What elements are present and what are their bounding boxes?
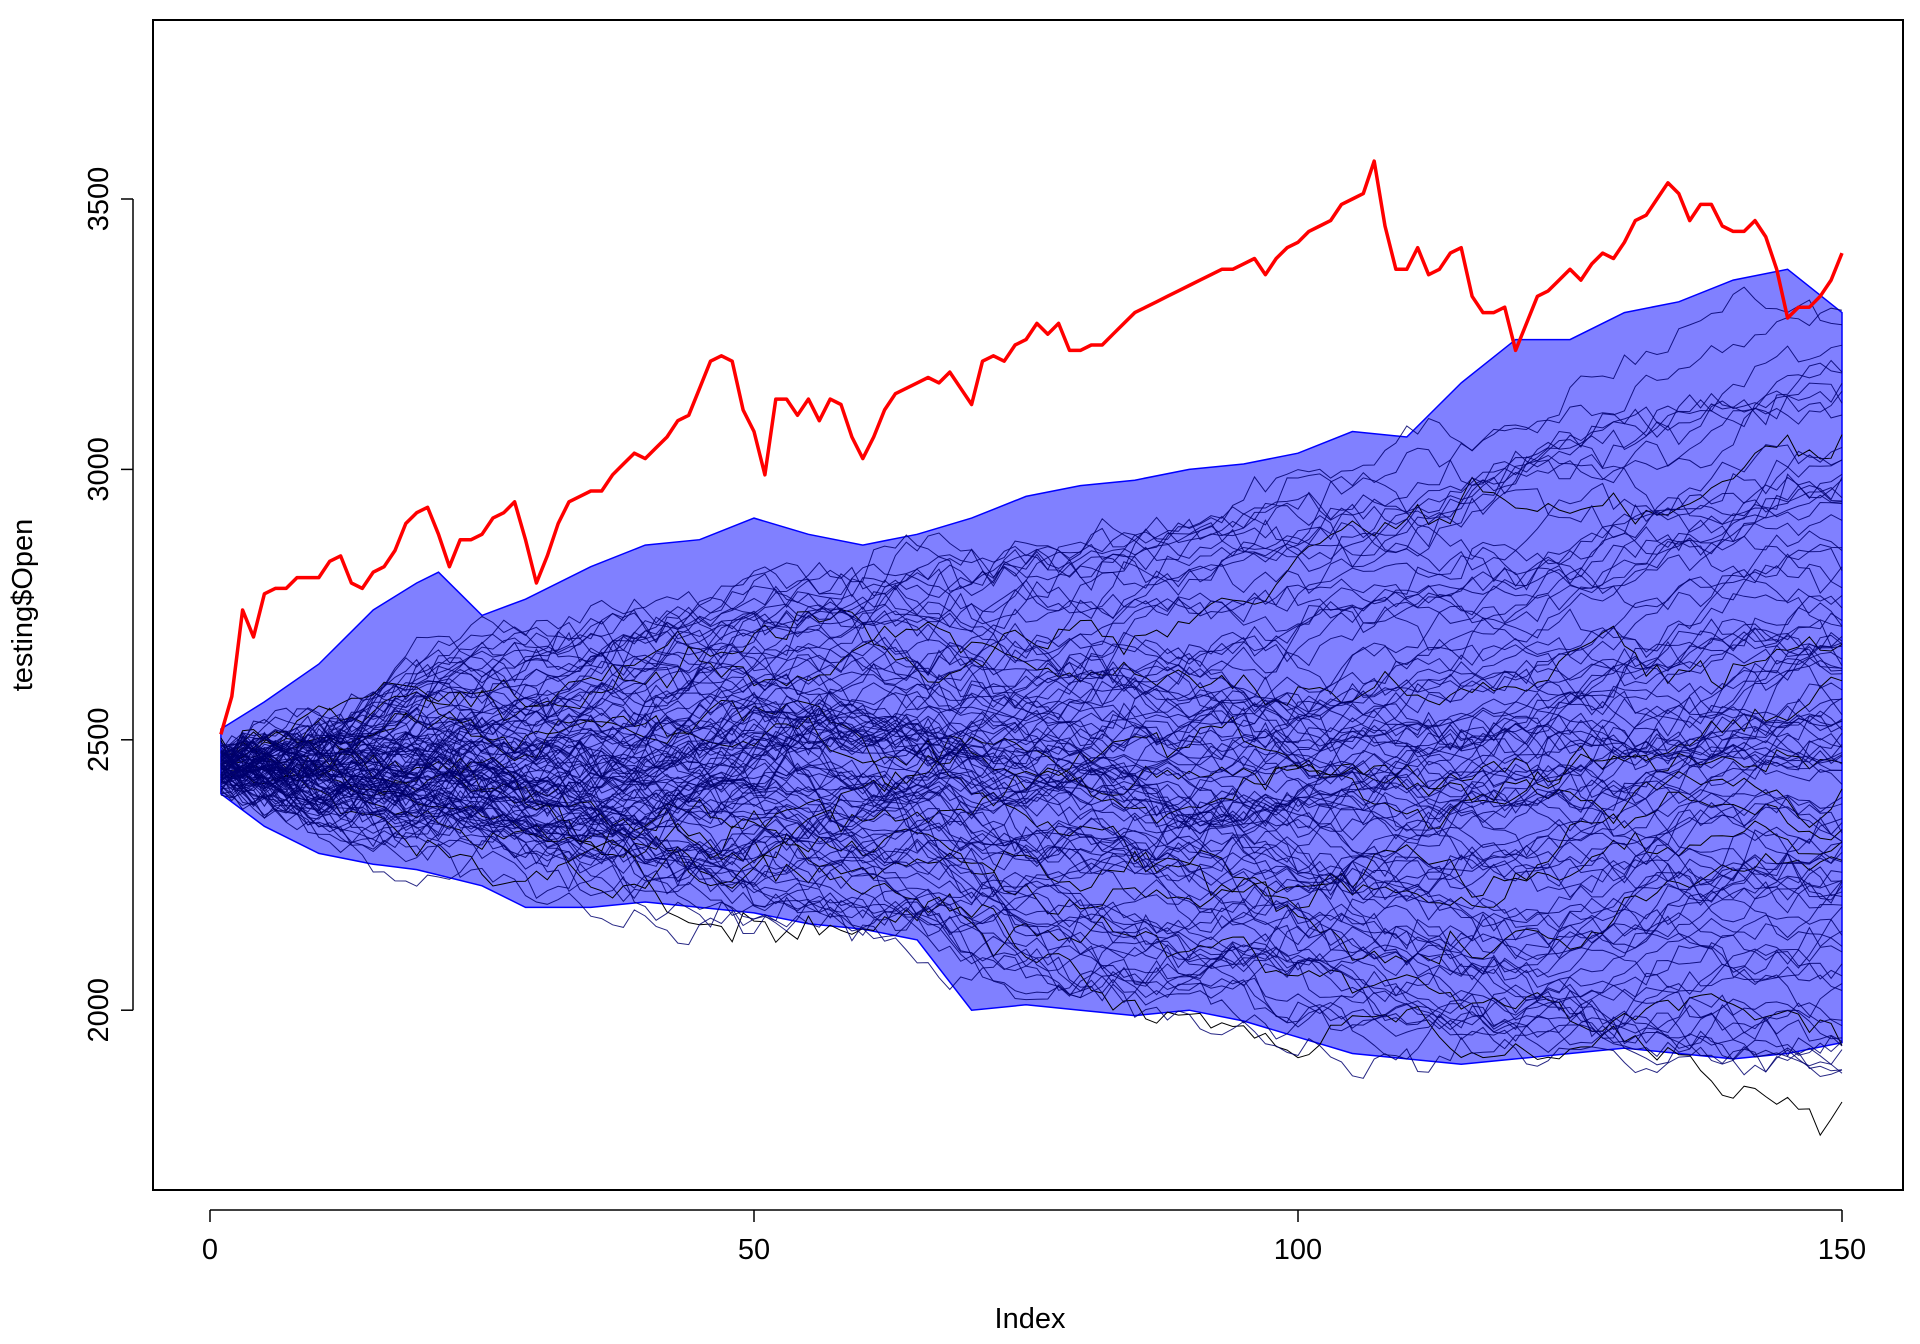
simulated-path: [220, 764, 1843, 960]
simulated-path: [220, 362, 1843, 770]
simulated-path: [220, 710, 1843, 817]
simulated-path: [220, 773, 1843, 1074]
simulated-path: [220, 530, 1843, 776]
simulated-path: [220, 749, 1843, 1049]
simulated-path: [220, 444, 1843, 791]
simulated-path: [220, 543, 1843, 790]
simulated-path: [220, 602, 1843, 783]
x-axis-label: Index: [995, 1303, 1066, 1335]
simulated-path: [220, 748, 1843, 1037]
simulated-path: [220, 716, 1843, 954]
simulated-path: [220, 286, 1843, 802]
simulated-path: [220, 756, 1843, 915]
x-tick-label: 50: [738, 1234, 770, 1266]
simulated-path: [220, 307, 1843, 806]
simulated-path: [220, 765, 1843, 929]
simulated-path: [220, 758, 1843, 1040]
simulated-path: [220, 721, 1843, 830]
simulated-path: [220, 708, 1843, 811]
y-tick-label: 3500: [83, 167, 115, 232]
simulated-path: [220, 760, 1843, 1006]
simulated-path: [220, 698, 1843, 859]
simulated-path: [220, 588, 1843, 765]
simulated-path: [220, 767, 1843, 961]
simulated-path: [220, 623, 1843, 812]
actual-series-line: [219, 159, 1844, 735]
simulated-path: [220, 569, 1843, 767]
simulated-path: [220, 696, 1843, 833]
simulated-path: [220, 762, 1843, 978]
simulated-path: [220, 724, 1843, 901]
y-axis-label: testing$Open: [7, 519, 39, 692]
simulated-path: [220, 473, 1843, 778]
simulated-path: [220, 563, 1843, 816]
simulated-path: [220, 710, 1843, 829]
simulated-path: [220, 382, 1843, 777]
simulated-path: [220, 766, 1843, 923]
simulated-path: [220, 540, 1843, 817]
simulated-path: [220, 754, 1843, 1079]
simulated-path: [220, 759, 1843, 1046]
y-tick-label: 2000: [83, 978, 115, 1043]
simulated-path: [220, 473, 1843, 771]
x-tick-label: 100: [1274, 1234, 1322, 1266]
simulated-path: [220, 749, 1843, 953]
simulated-path: [220, 390, 1843, 783]
simulated-path: [220, 390, 1843, 796]
simulated-path: [220, 644, 1843, 803]
simulated-path: [220, 645, 1843, 784]
simulated-path: [220, 763, 1843, 978]
simulated-path: [220, 450, 1843, 773]
simulated-path: [220, 501, 1843, 781]
simulated-path: [220, 476, 1843, 770]
simulated-path: [220, 595, 1843, 795]
simulated-path: [220, 771, 1843, 1012]
simulated-path: [220, 712, 1843, 826]
simulated-path: [220, 771, 1843, 1002]
simulated-path: [220, 642, 1843, 798]
simulated-path: [220, 344, 1843, 782]
plot-frame: [152, 19, 1904, 1191]
simulated-paths-layer: [220, 286, 1843, 1137]
y-axis: 2000 2500 3000 3500: [83, 167, 134, 1043]
simulated-path: [220, 477, 1843, 788]
simulated-path: [220, 770, 1843, 1078]
simulated-path: [220, 739, 1843, 950]
x-axis: 0 50 100 150: [202, 1209, 1866, 1266]
simulated-path: [220, 494, 1843, 822]
simulated-path: [220, 768, 1843, 1042]
simulated-path: [220, 707, 1843, 871]
simulated-path: [220, 706, 1843, 827]
simulated-path: [220, 698, 1843, 819]
plot-area: [219, 159, 1844, 1137]
simulated-path: [220, 382, 1843, 760]
simulated-path: [220, 761, 1843, 1060]
series-layer: [219, 159, 1844, 735]
y-tick-label: 2500: [83, 708, 115, 773]
simulated-path: [220, 700, 1843, 862]
simulated-path: [220, 768, 1843, 876]
simulated-path: [220, 618, 1843, 760]
simulated-path: [220, 746, 1843, 959]
y-tick-label: 3000: [83, 437, 115, 502]
simulated-path: [220, 764, 1843, 909]
x-tick-label: 0: [202, 1234, 218, 1266]
simulated-path: [220, 732, 1843, 1076]
simulated-path: [220, 459, 1843, 761]
x-tick-label: 150: [1818, 1234, 1866, 1266]
